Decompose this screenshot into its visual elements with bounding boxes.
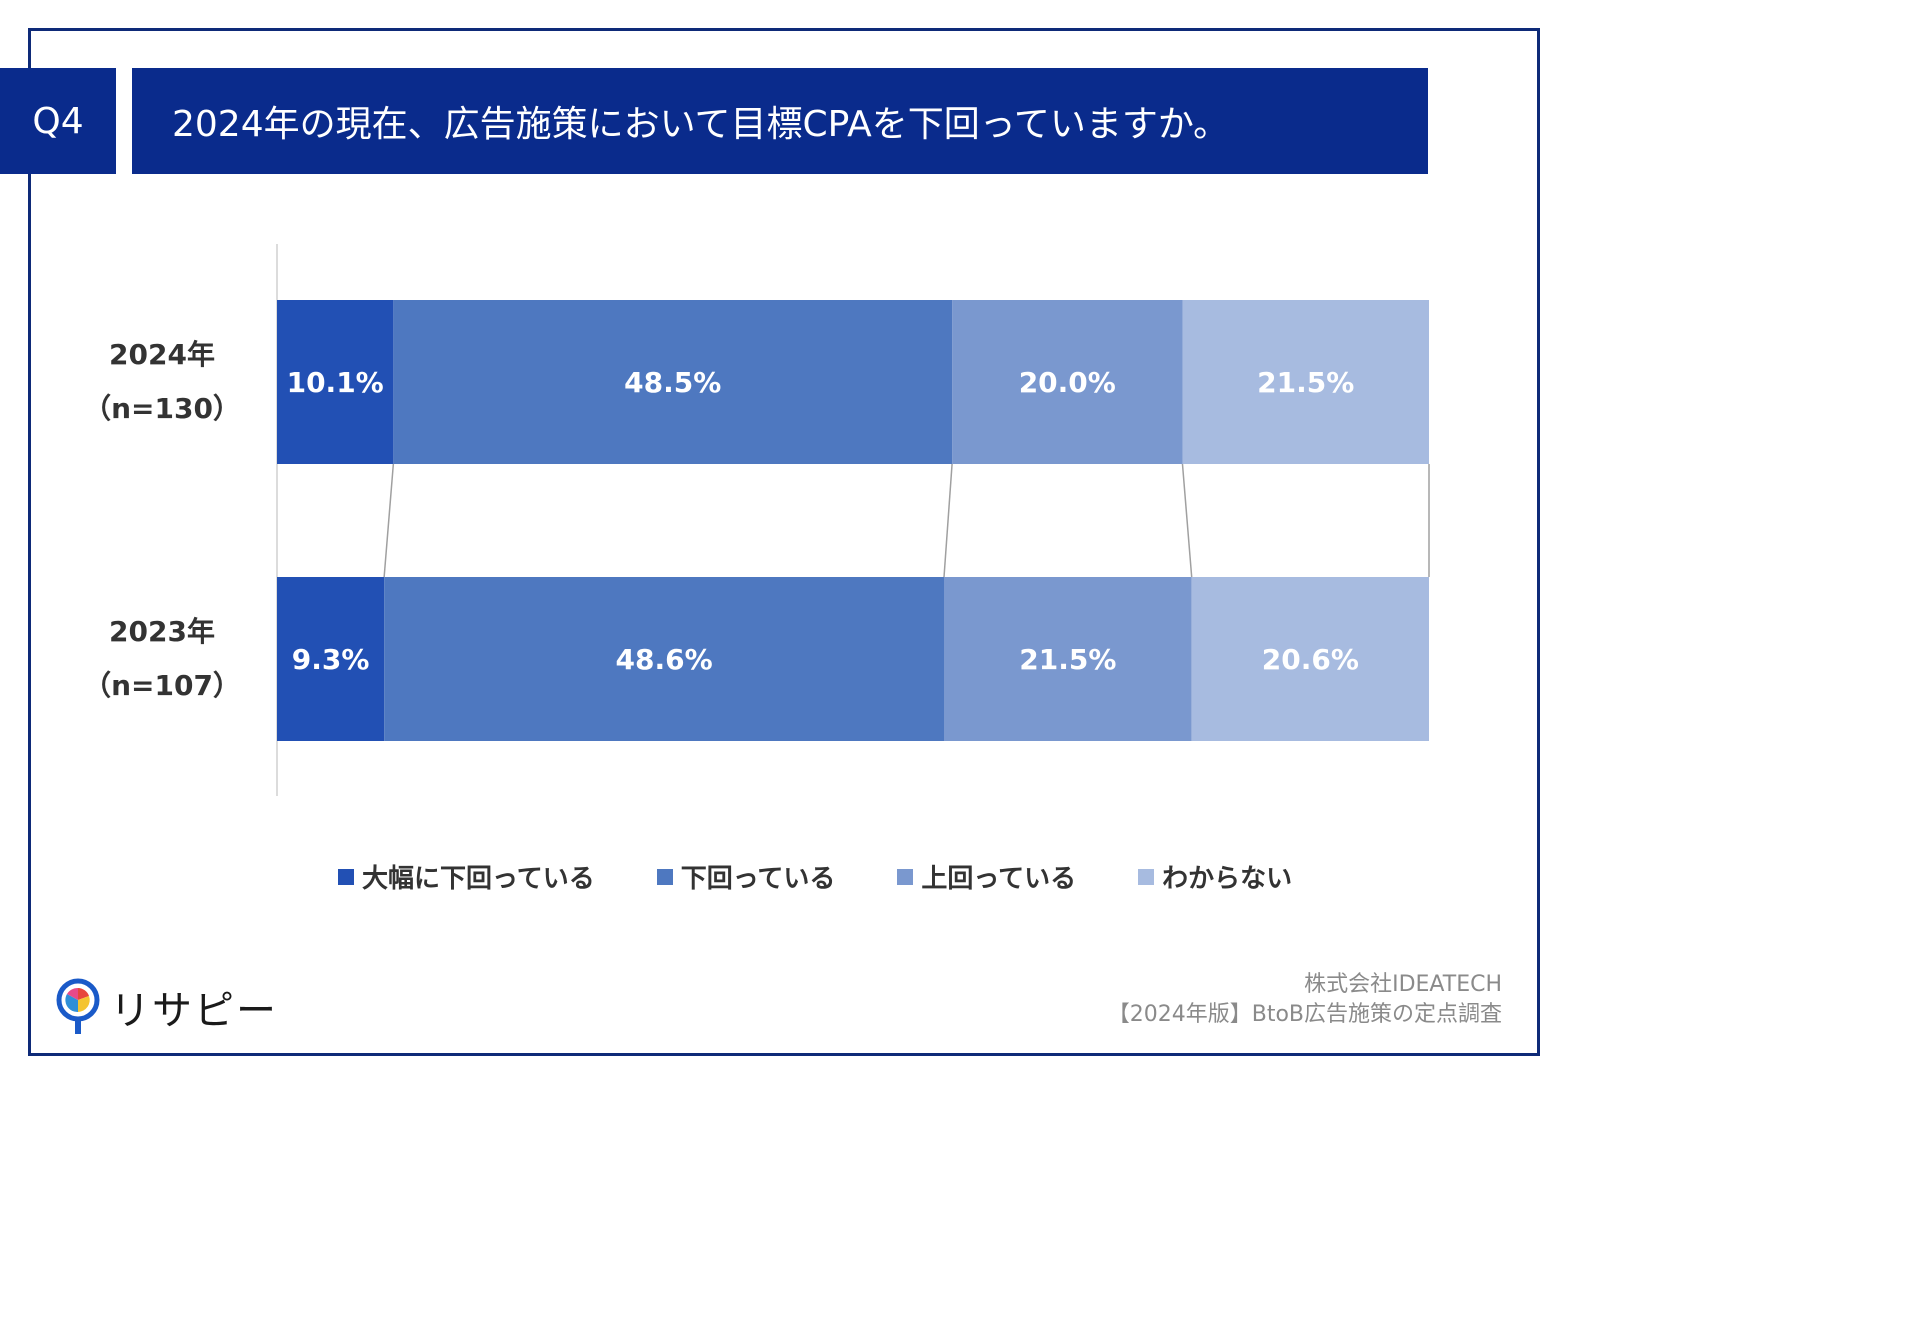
chart-legend: 大幅に下回っている 下回っている 上回っている わからない [338,858,1354,895]
brand-logo: リサピー [56,978,278,1036]
category-label-year-1: 2023年 [109,615,215,648]
stacked-bar-chart: 10.1% 48.5% 20.0% 21.5%9.3% 48.6% 21.5% 20.6% … [83,244,1430,796]
bar-segment-1-1 [384,577,945,741]
report-name: 【2024年版】BtoB広告施策の定点調査 [1107,1002,1502,1027]
legend-item-1: 下回っている [656,858,836,895]
legend-item-3: わからない [1138,858,1292,895]
data-label-1-0: 9.3% [292,643,370,676]
bar-segment-0-1 [393,300,953,464]
legend-label-0: 大幅に下回っている [362,864,595,894]
bar-segment-1-2 [944,577,1192,741]
bar-segment-0-3 [1182,300,1429,464]
data-label-1-3: 20.6% [1262,643,1359,676]
bar-segment-1-0 [277,577,385,741]
legend-label-3: わからない [1162,864,1293,894]
data-label-1-2: 21.5% [1019,643,1116,676]
company-name: 株式会社IDEATECH [1304,972,1502,997]
data-label-0-0: 10.1% [287,366,384,399]
question-badge: Q4 [0,68,116,174]
category-label-n-0: （n=130） [83,392,241,425]
question-title: 2024年の現在、広告施策において目標CPAを下回っていますか。 [132,68,1428,174]
data-label-0-2: 20.0% [1019,366,1116,399]
series-line-1 [943,463,953,578]
credit: 株式会社IDEATECH 【2024年版】BtoB広告施策の定点調査 [1108,970,1502,1030]
legend-item-0: 大幅に下回っている [338,858,595,895]
series-line-0 [383,463,395,578]
data-label-0-1: 48.5% [624,366,721,399]
series-line-2 [1181,463,1193,578]
legend-swatch-1 [656,868,673,885]
legend-item-2: 上回っている [897,858,1076,895]
bar-segment-0-2 [952,300,1183,464]
category-label-n-1: （n=107） [83,669,241,702]
logo-text: リサピー [110,988,278,1034]
legend-swatch-2 [897,868,914,885]
data-label-1-1: 48.6% [616,643,713,676]
legend-swatch-3 [1138,868,1155,885]
pin-logo-icon [56,978,100,1034]
category-label-year-0: 2024年 [109,338,215,371]
bar-segment-0-0 [277,300,394,464]
legend-label-2: 上回っている [921,864,1077,894]
legend-swatch-0 [338,868,354,885]
data-label-0-3: 21.5% [1257,366,1354,399]
bar-segment-1-3 [1191,577,1429,741]
page-frame [28,28,1540,1056]
legend-label-1: 下回っている [680,864,836,894]
